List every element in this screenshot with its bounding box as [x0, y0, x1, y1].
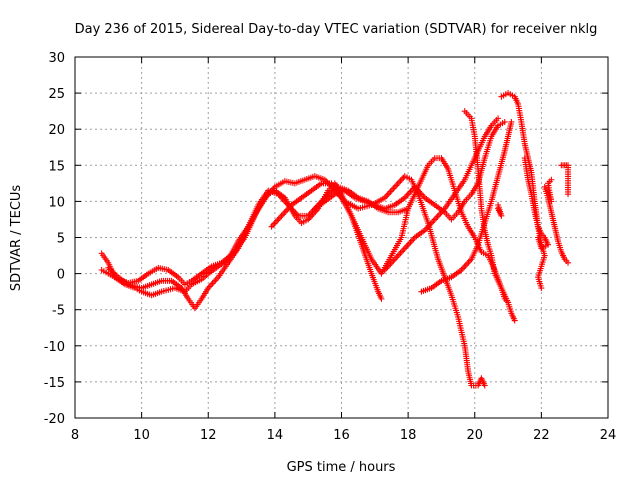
data-point: [481, 382, 488, 389]
chart-title: Day 236 of 2015, Sidereal Day-to-day VTE…: [75, 22, 598, 37]
x-tick-label: 10: [133, 428, 150, 443]
data-point: [501, 118, 508, 125]
data-point: [404, 242, 411, 249]
y-axis-title: SDTVAR / TECUs: [9, 185, 24, 292]
y-tick-label: 5: [57, 232, 65, 247]
data-point: [464, 260, 471, 267]
data-point: [271, 220, 278, 227]
data-point: [565, 191, 572, 198]
data-point: [535, 234, 542, 241]
data-point: [210, 278, 217, 285]
data-point: [281, 209, 288, 216]
data-point: [462, 262, 469, 269]
data-points: [98, 90, 572, 389]
y-tick-label: 10: [48, 195, 65, 210]
data-point: [511, 317, 518, 324]
x-tick-label: 22: [533, 428, 550, 443]
data-point: [433, 214, 440, 221]
data-point: [495, 115, 502, 122]
data-point: [282, 208, 289, 215]
data-point: [393, 182, 400, 189]
data-point: [431, 216, 438, 223]
axis-ticks: [74, 56, 609, 419]
data-point: [391, 183, 398, 190]
series-track-d: [268, 155, 518, 324]
data-point: [277, 214, 284, 221]
data-point: [461, 263, 468, 270]
data-point: [396, 251, 403, 258]
x-tick-label: 12: [200, 428, 217, 443]
data-point: [278, 212, 285, 219]
data-point: [268, 223, 275, 230]
data-point: [388, 187, 395, 194]
data-point: [398, 248, 405, 255]
y-tick-label: 0: [57, 268, 65, 283]
x-tick-label: 24: [600, 428, 617, 443]
data-point: [208, 281, 215, 288]
data-point: [397, 249, 404, 256]
series-track-e: [381, 115, 502, 273]
data-point: [386, 190, 393, 197]
x-axis-title: GPS time / hours: [287, 460, 396, 475]
y-tick-label: -10: [44, 340, 65, 355]
data-point: [434, 213, 441, 220]
x-tick-labels: 8 10 12 14 16 18 20 22 24: [71, 428, 616, 443]
series-track-f: [418, 118, 515, 295]
data-point: [408, 237, 415, 244]
series-track-h: [461, 108, 512, 306]
data-point: [548, 176, 555, 183]
x-tick-label: 8: [71, 428, 79, 443]
y-tick-labels: -20 -15 -10 -5 0 5 10 15 20 25 30: [44, 51, 65, 427]
y-tick-label: -20: [44, 412, 65, 427]
data-point: [538, 285, 545, 292]
data-point: [565, 259, 572, 266]
data-point: [407, 239, 414, 246]
data-point: [390, 185, 397, 192]
data-point: [508, 118, 515, 125]
series-track-k: [521, 155, 552, 252]
data-point: [400, 246, 407, 253]
data-point: [465, 259, 472, 266]
data-point: [213, 275, 220, 282]
data-point: [404, 191, 411, 198]
data-point: [209, 280, 216, 287]
data-point: [406, 240, 413, 247]
series-track-m: [545, 176, 555, 205]
data-point: [390, 257, 397, 264]
data-point: [397, 177, 404, 184]
data-point: [495, 202, 502, 209]
y-tick-label: 30: [48, 51, 65, 66]
x-tick-label: 20: [466, 428, 483, 443]
data-point: [387, 188, 394, 195]
data-point: [459, 265, 466, 272]
data-point: [272, 219, 279, 226]
data-point: [279, 211, 286, 218]
x-tick-label: 14: [267, 428, 284, 443]
y-tick-label: 20: [48, 123, 65, 138]
series-track-i: [495, 202, 505, 219]
series-track-g: [311, 118, 508, 223]
y-tick-label: 15: [48, 159, 65, 174]
data-point: [430, 217, 437, 224]
data-point: [212, 277, 219, 284]
data-point: [410, 236, 417, 243]
data-point: [275, 215, 282, 222]
series-track-j: [498, 90, 548, 292]
x-tick-label: 16: [333, 428, 350, 443]
series-track-n: [558, 162, 572, 198]
data-point: [394, 180, 401, 187]
data-point: [396, 179, 403, 186]
data-point: [505, 299, 512, 306]
gridlines: [75, 57, 608, 418]
data-point: [406, 190, 413, 197]
y-tick-label: -5: [52, 304, 65, 319]
data-point: [401, 245, 408, 252]
y-tick-label: -15: [44, 376, 65, 391]
series-track-l: [541, 183, 572, 266]
x-tick-label: 18: [400, 428, 417, 443]
data-point: [384, 191, 391, 198]
y-tick-label: 25: [48, 87, 65, 102]
data-point: [378, 295, 385, 302]
